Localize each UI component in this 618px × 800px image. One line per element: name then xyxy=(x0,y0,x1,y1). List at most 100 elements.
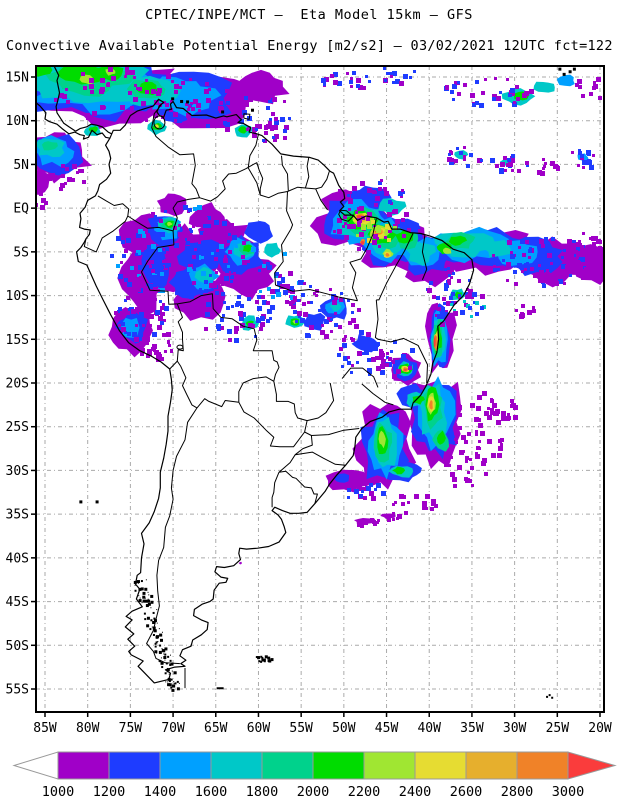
border-line xyxy=(349,262,358,301)
cape-speckle xyxy=(120,105,125,110)
cape-speckle xyxy=(384,191,389,196)
lat-label: 30S xyxy=(6,464,29,479)
island-dot xyxy=(144,587,148,591)
cape-speckle xyxy=(373,346,378,351)
border-line xyxy=(275,284,358,302)
island-dot xyxy=(170,686,173,689)
cape-speckle xyxy=(206,98,211,103)
cape-speckle xyxy=(574,250,578,254)
cape-speckle xyxy=(149,265,152,268)
cape-speckle xyxy=(303,282,306,285)
cape-speckle xyxy=(366,250,371,255)
cape-speckle xyxy=(333,230,336,233)
cape-speckle xyxy=(175,291,179,295)
cape-speckle xyxy=(188,105,191,108)
island-dot xyxy=(173,681,175,683)
cape-speckle xyxy=(577,79,582,84)
cape-speckle xyxy=(452,272,455,275)
cape-speckle xyxy=(498,103,502,107)
cape-speckle xyxy=(361,352,364,355)
border-line xyxy=(176,303,184,362)
cape-speckle xyxy=(67,177,72,182)
cape-speckle xyxy=(255,128,258,131)
cape-speckle xyxy=(154,215,157,218)
cape-speckle xyxy=(470,93,475,98)
cape-speckle xyxy=(344,222,347,225)
cape-speckle xyxy=(435,314,438,317)
island-dot xyxy=(147,626,149,628)
cape-speckle xyxy=(321,324,324,327)
cape-speckle xyxy=(199,255,204,260)
cape-speckle xyxy=(224,122,228,126)
cape-speckle xyxy=(373,227,377,231)
cape-speckle xyxy=(395,219,400,224)
cape-speckle xyxy=(360,181,365,186)
cape-speckle xyxy=(388,229,392,233)
lon-label: 45W xyxy=(375,721,399,736)
cape-speckle xyxy=(404,212,409,217)
cape-speckle xyxy=(476,406,481,411)
cape-speckle xyxy=(222,221,227,226)
cape-blob xyxy=(403,368,407,372)
graticule xyxy=(36,66,604,712)
cape-speckle xyxy=(592,255,596,259)
cape-speckle xyxy=(211,234,216,239)
island-dot xyxy=(167,677,171,681)
cape-speckle xyxy=(131,309,136,314)
cape-speckle xyxy=(203,119,208,124)
cape-speckle xyxy=(170,100,173,103)
cape-speckle xyxy=(381,359,386,364)
cape-speckle xyxy=(237,295,241,299)
cape-speckle xyxy=(586,275,591,280)
cape-speckle xyxy=(298,280,303,285)
lake-maracaibo xyxy=(153,115,166,130)
cape-speckle xyxy=(384,236,387,239)
cape-speckle xyxy=(392,512,395,515)
cape-speckle xyxy=(354,324,359,329)
cape-speckle xyxy=(571,260,574,263)
cape-speckle xyxy=(162,260,165,263)
cape-speckle xyxy=(142,231,145,234)
island-dot xyxy=(260,660,263,663)
cape-speckle xyxy=(166,74,171,79)
cape-speckle xyxy=(593,81,596,84)
island-dot xyxy=(138,599,142,603)
cape-speckle xyxy=(482,458,487,463)
lon-label: 85W xyxy=(33,721,57,736)
cape-speckle xyxy=(437,307,441,311)
cape-speckle xyxy=(133,114,136,117)
cape-blob xyxy=(242,244,252,253)
border-line xyxy=(199,162,330,202)
cape-speckle xyxy=(209,310,213,314)
cape-speckle xyxy=(540,171,545,176)
cape-speckle xyxy=(179,239,184,244)
cape-speckle xyxy=(215,291,219,295)
cape-speckle xyxy=(350,77,353,80)
cape-speckle xyxy=(500,162,505,167)
cape-speckle xyxy=(283,100,286,103)
cape-speckle xyxy=(499,91,502,94)
cape-speckle xyxy=(206,234,211,239)
cape-speckle xyxy=(491,453,496,458)
island-dot xyxy=(158,650,162,654)
lat-label: 15S xyxy=(6,333,29,348)
cape-speckle xyxy=(297,311,302,316)
cape-speckle xyxy=(83,86,87,90)
cape-speckle xyxy=(468,479,472,483)
cape-speckle xyxy=(209,274,212,277)
cape-speckle xyxy=(413,70,416,73)
cape-speckle xyxy=(293,296,297,300)
island-dot xyxy=(255,656,258,659)
island-dot xyxy=(134,589,137,592)
cape-speckle xyxy=(193,268,196,271)
cape-speckle xyxy=(147,349,152,354)
cape-blob xyxy=(238,561,242,565)
cape-speckle xyxy=(132,332,137,337)
cape-speckle xyxy=(159,219,163,223)
cape-speckle xyxy=(351,311,354,314)
island-dot xyxy=(161,648,163,650)
cape-speckle xyxy=(458,413,462,417)
cape-blob xyxy=(442,247,452,254)
cape-speckle xyxy=(482,391,487,396)
colorbar-segment xyxy=(108,751,161,780)
